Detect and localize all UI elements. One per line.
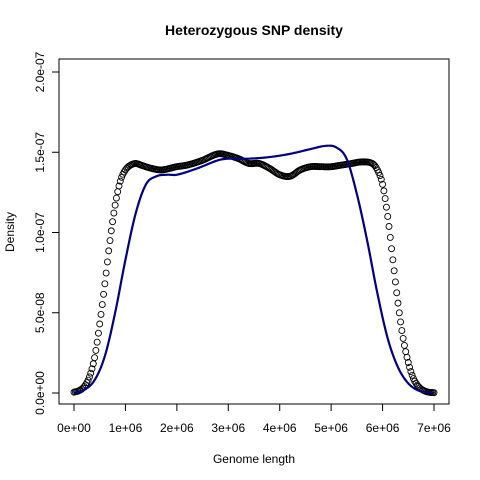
data-point bbox=[96, 320, 104, 328]
data-point bbox=[393, 289, 401, 297]
data-point bbox=[404, 359, 412, 366]
data-point bbox=[97, 311, 105, 318]
y-tick-label: 1.0e-07 bbox=[33, 212, 47, 253]
data-point bbox=[389, 256, 397, 264]
data-point bbox=[397, 318, 405, 326]
data-point bbox=[100, 290, 108, 298]
data-point bbox=[384, 212, 392, 220]
data-point bbox=[109, 218, 117, 226]
y-tick-label: 2.0e-07 bbox=[33, 51, 47, 92]
data-point bbox=[107, 227, 115, 235]
series-layer bbox=[70, 144, 438, 397]
data-point bbox=[407, 368, 415, 375]
data-point bbox=[102, 269, 110, 277]
data-point bbox=[408, 371, 416, 379]
y-tick-label: 5.0e-08 bbox=[33, 292, 47, 333]
data-point bbox=[111, 201, 119, 209]
data-point bbox=[106, 237, 114, 244]
data-point bbox=[92, 346, 100, 354]
x-tick-label: 2e+06 bbox=[160, 421, 194, 435]
data-point bbox=[385, 223, 393, 230]
data-point bbox=[382, 203, 390, 211]
data-point bbox=[103, 258, 111, 266]
data-point bbox=[403, 353, 411, 361]
x-axis: 0e+00 1e+06 2e+06 3e+06 4e+06 5e+06 6e+06 7e+06 bbox=[57, 403, 451, 435]
data-point bbox=[110, 209, 118, 217]
data-point bbox=[115, 182, 123, 190]
data-point bbox=[94, 329, 102, 337]
data-point bbox=[377, 175, 385, 183]
data-point bbox=[390, 267, 398, 275]
data-point bbox=[394, 299, 402, 307]
data-point bbox=[105, 247, 113, 255]
data-point bbox=[88, 365, 96, 373]
x-axis-label: Genome length bbox=[213, 452, 295, 466]
data-point bbox=[395, 309, 403, 317]
data-point bbox=[399, 334, 407, 342]
x-tick-label: 3e+06 bbox=[211, 421, 245, 435]
data-point bbox=[398, 327, 406, 335]
series-line bbox=[73, 144, 435, 394]
y-tick-label: 1.5e-07 bbox=[33, 132, 47, 173]
data-point bbox=[93, 338, 101, 346]
x-tick-label: 5e+06 bbox=[314, 421, 348, 435]
data-point bbox=[85, 373, 93, 381]
y-axis-label: Density bbox=[3, 212, 17, 252]
x-tick-label: 4e+06 bbox=[263, 421, 297, 435]
data-point bbox=[386, 233, 394, 241]
data-point bbox=[400, 341, 408, 349]
data-point bbox=[381, 195, 389, 203]
data-point bbox=[87, 369, 95, 377]
data-point bbox=[116, 177, 124, 185]
data-point bbox=[84, 376, 92, 384]
data-point bbox=[406, 363, 414, 371]
data-point bbox=[91, 354, 99, 362]
y-tick-label: 0.0e+00 bbox=[33, 371, 47, 415]
data-point bbox=[376, 172, 384, 179]
y-axis: 0.0e+00 5.0e-08 1.0e-07 1.5e-07 2.0e-07 bbox=[33, 51, 60, 415]
x-tick-label: 6e+06 bbox=[366, 421, 400, 435]
data-point bbox=[101, 280, 109, 288]
data-point bbox=[379, 180, 387, 188]
x-tick-label: 0e+00 bbox=[57, 421, 91, 435]
chart-title: Heterozygous SNP density bbox=[165, 22, 343, 38]
data-point bbox=[380, 187, 388, 195]
data-point bbox=[112, 194, 120, 202]
data-point bbox=[98, 301, 106, 308]
data-point bbox=[391, 278, 399, 286]
x-tick-label: 7e+06 bbox=[417, 421, 451, 435]
data-point bbox=[388, 245, 396, 253]
x-tick-label: 1e+06 bbox=[109, 421, 143, 435]
series-points bbox=[70, 150, 438, 397]
